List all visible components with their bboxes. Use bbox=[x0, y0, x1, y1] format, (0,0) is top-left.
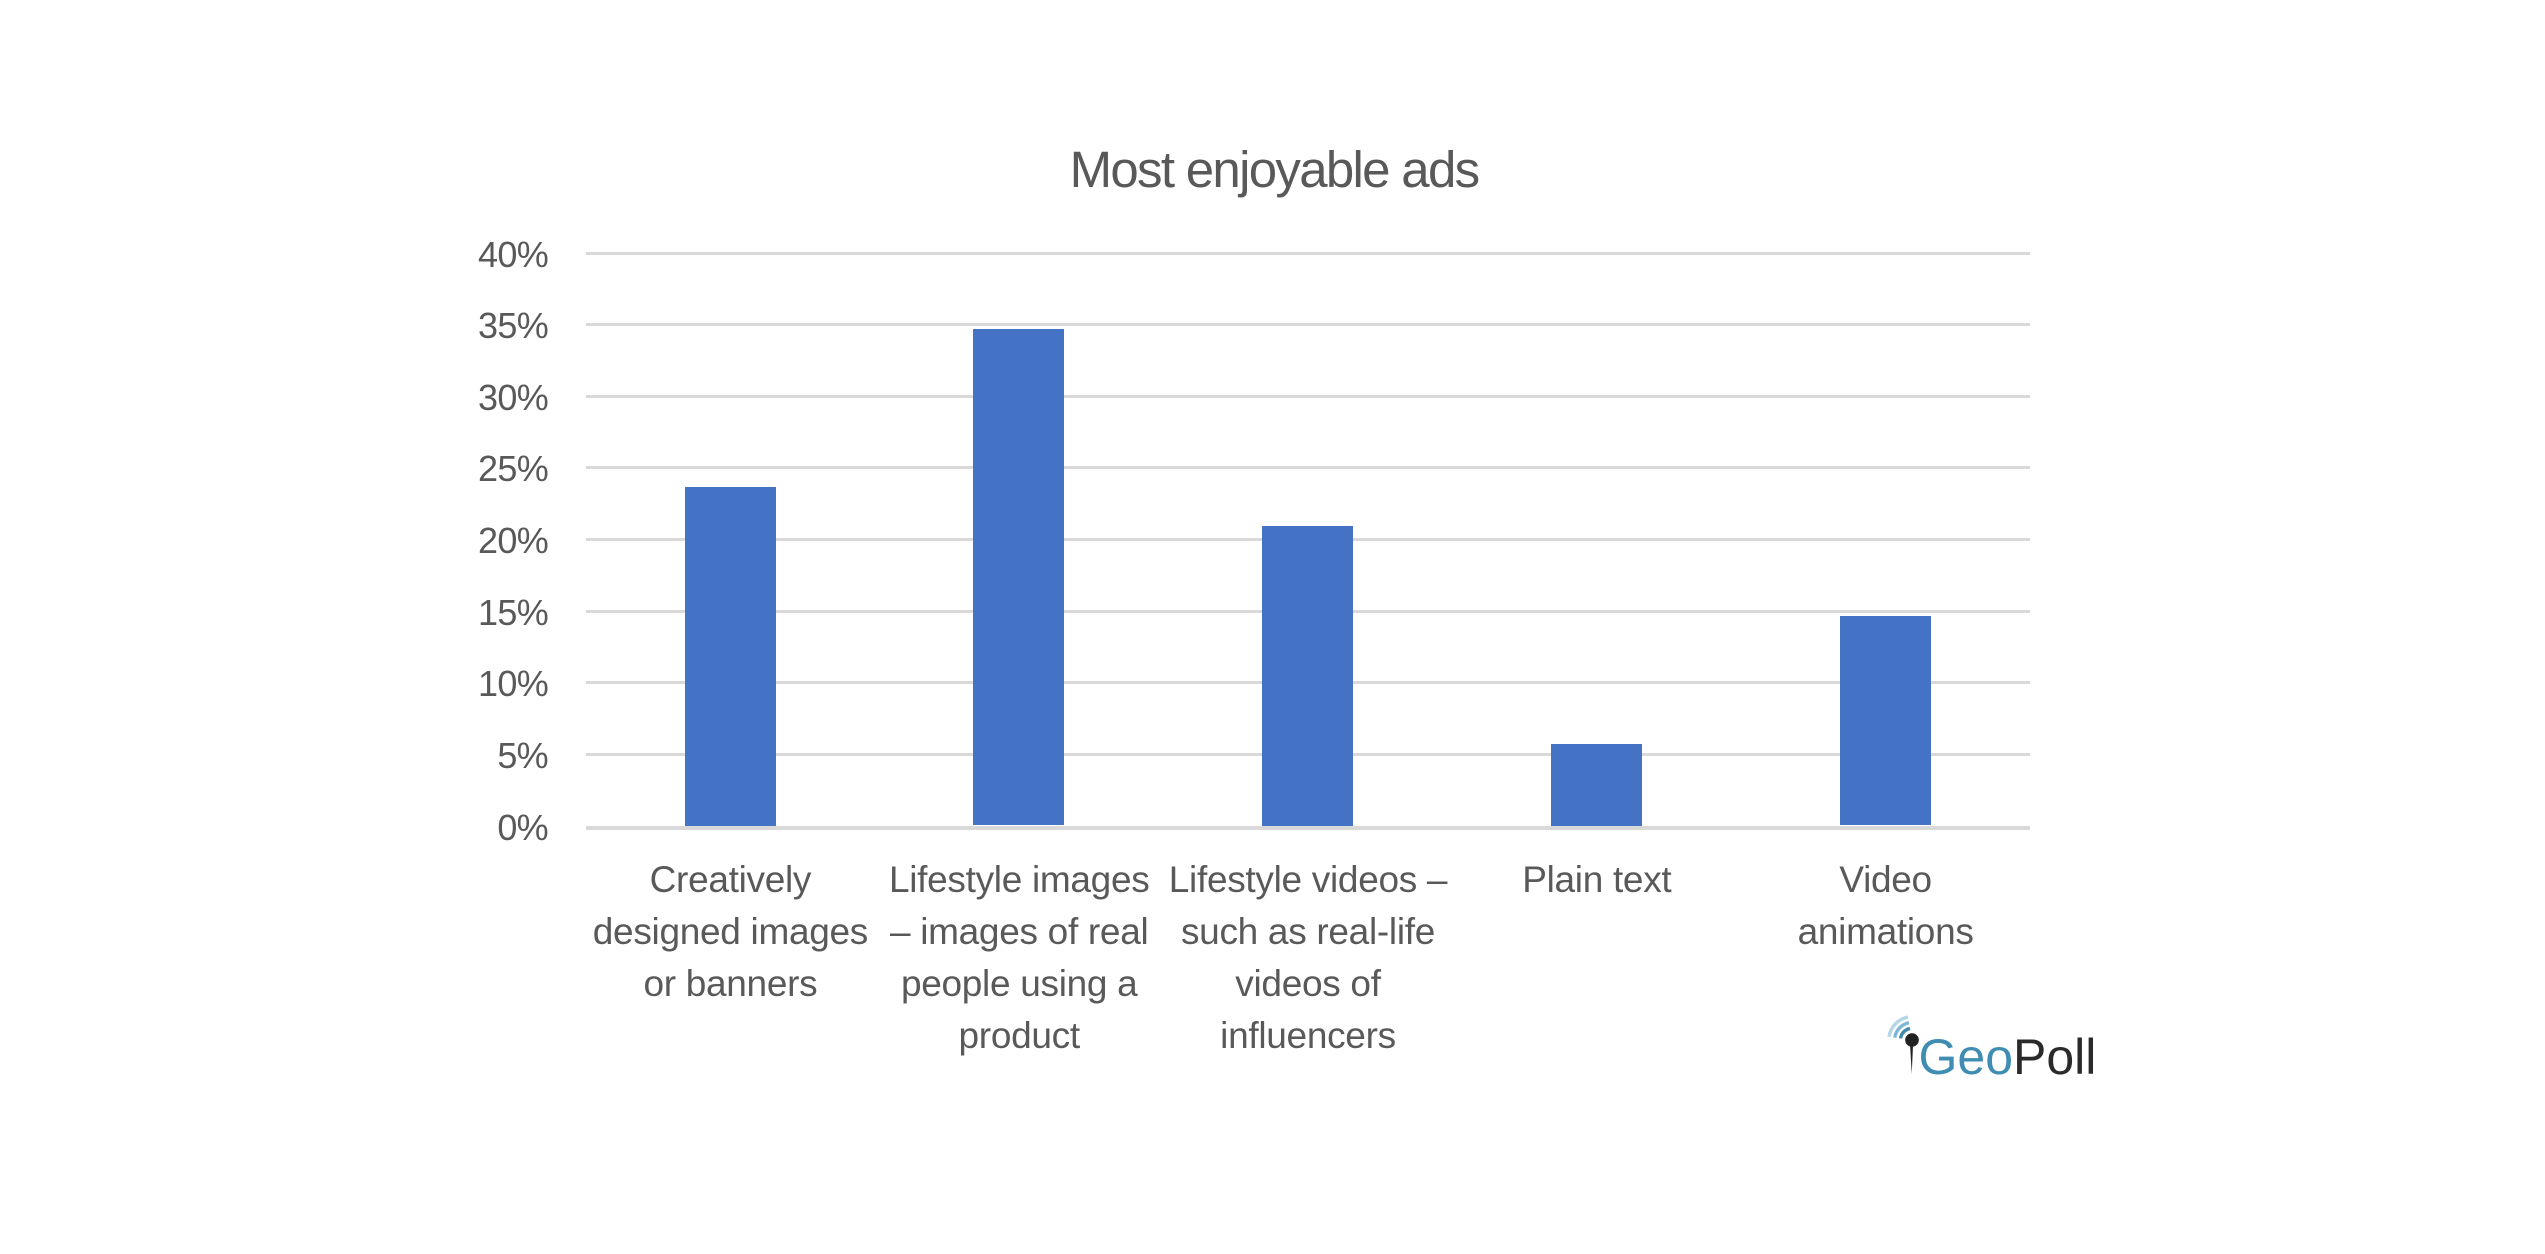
svg-text:GeoPoll: GeoPoll bbox=[1919, 1029, 2097, 1085]
